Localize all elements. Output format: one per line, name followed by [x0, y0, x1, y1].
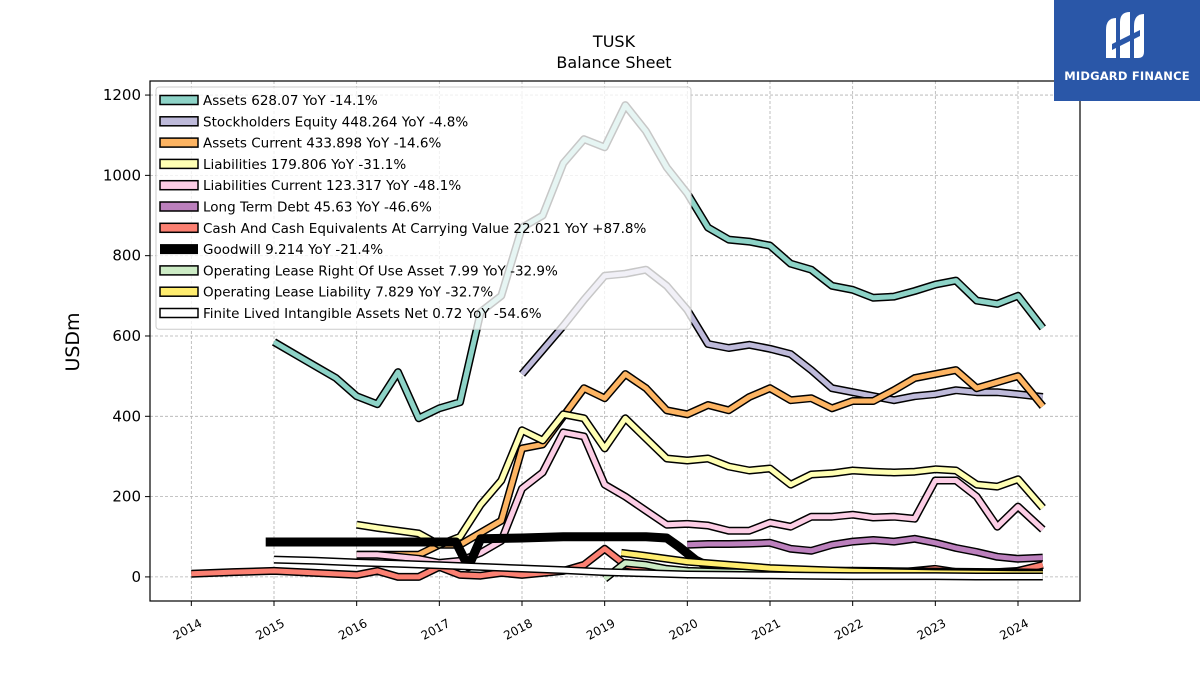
- series-line-stroke: [687, 536, 1043, 562]
- legend-swatch: [159, 179, 199, 191]
- midgard-finance-logo: MIDGARD FINANCE: [1054, 0, 1200, 101]
- legend-box: [155, 86, 692, 330]
- series-line: [356, 366, 1046, 559]
- legend-swatch: [159, 158, 199, 170]
- chart-subtitle: Balance Sheet: [556, 53, 671, 72]
- series-line-stroke: [356, 411, 1045, 548]
- series-line: [273, 555, 1043, 581]
- x-tick-label: 2021: [749, 616, 783, 643]
- series-line-stroke: [356, 367, 1045, 558]
- legend-label: Cash And Cash Equivalents At Carrying Va…: [203, 221, 647, 237]
- plot-frame: [149, 80, 1081, 602]
- x-tick-label: 2023: [915, 616, 949, 643]
- y-tick-label: 0: [131, 568, 141, 586]
- legend-item: Assets 628.07 YoY -14.1%: [159, 93, 378, 109]
- x-tick-label: 2016: [336, 616, 370, 643]
- legend-swatch: [159, 222, 199, 234]
- legend-swatch: [159, 137, 199, 148]
- x-tick-label: 2019: [584, 616, 618, 643]
- y-tick-label: 1200: [103, 86, 141, 104]
- y-tick-label: 600: [112, 327, 141, 345]
- legend-item: Assets Current 433.898 YoY -14.6%: [159, 136, 442, 152]
- legend-item: Stockholders Equity 448.264 YoY -4.8%: [159, 114, 468, 130]
- chart-title: TUSK: [592, 32, 636, 51]
- series-line: [356, 410, 1046, 549]
- legend-item: Liabilities Current 123.317 YoY -48.1%: [159, 178, 461, 194]
- legend-swatch: [159, 286, 199, 297]
- legend-label: Assets 628.07 YoY -14.1%: [203, 93, 378, 109]
- legend-item: Goodwill 9.214 YoY -21.4%: [160, 242, 383, 258]
- legend-swatch: [159, 201, 199, 212]
- x-tick-label: 2017: [419, 616, 453, 643]
- x-tick-label: 2014: [171, 616, 205, 643]
- legend-item: Operating Lease Liability 7.829 YoY -32.…: [159, 285, 493, 301]
- legend-item: Finite Lived Intangible Assets Net 0.72 …: [159, 306, 542, 322]
- legend-label: Liabilities 179.806 YoY -31.1%: [203, 157, 406, 173]
- legend-label: Long Term Debt 45.63 YoY -46.6%: [203, 200, 432, 216]
- legend-label: Assets Current 433.898 YoY -14.6%: [203, 136, 442, 152]
- legend-swatch: [160, 244, 198, 255]
- x-tick-label: 2018: [501, 616, 535, 643]
- x-tick-label: 2024: [997, 616, 1031, 643]
- legend-swatch: [159, 94, 199, 106]
- x-tick-label: 2022: [832, 616, 866, 643]
- legend-item: Long Term Debt 45.63 YoY -46.6%: [159, 200, 432, 216]
- legend: Assets 628.07 YoY -14.1% Stockholders Equ…: [155, 86, 692, 330]
- legend-label: Finite Lived Intangible Assets Net 0.72 …: [203, 306, 542, 322]
- legend-item: Operating Lease Right Of Use Asset 7.99 …: [159, 263, 558, 279]
- legend-label: Operating Lease Right Of Use Asset 7.99 …: [203, 263, 558, 279]
- legend-label: Goodwill 9.214 YoY -21.4%: [203, 242, 383, 258]
- legend-label: Stockholders Equity 448.264 YoY -4.8%: [203, 114, 468, 130]
- series-line: [687, 534, 1043, 563]
- series-line-stroke: [273, 557, 1043, 579]
- y-tick-label: 800: [112, 247, 141, 265]
- legend-swatch: [159, 307, 199, 319]
- legend-label: Liabilities Current 123.317 YoY -48.1%: [203, 178, 461, 194]
- logo-mark-icon: [1106, 12, 1144, 58]
- x-tick-label: 2020: [667, 616, 701, 643]
- logo-name: MIDGARD FINANCE: [1064, 69, 1190, 83]
- legend-label: Operating Lease Liability 7.829 YoY -32.…: [203, 285, 493, 301]
- y-axis-label: USDm: [62, 312, 84, 371]
- y-tick-label: 1000: [103, 166, 141, 184]
- legend-item: Cash And Cash Equivalents At Carrying Va…: [159, 221, 647, 237]
- y-tick-label: 400: [112, 407, 141, 425]
- x-tick-label: 2015: [253, 616, 287, 643]
- legend-swatch: [159, 265, 199, 276]
- y-tick-label: 200: [112, 488, 141, 506]
- legend-item: Liabilities 179.806 YoY -31.1%: [159, 157, 406, 173]
- legend-swatch: [159, 116, 199, 127]
